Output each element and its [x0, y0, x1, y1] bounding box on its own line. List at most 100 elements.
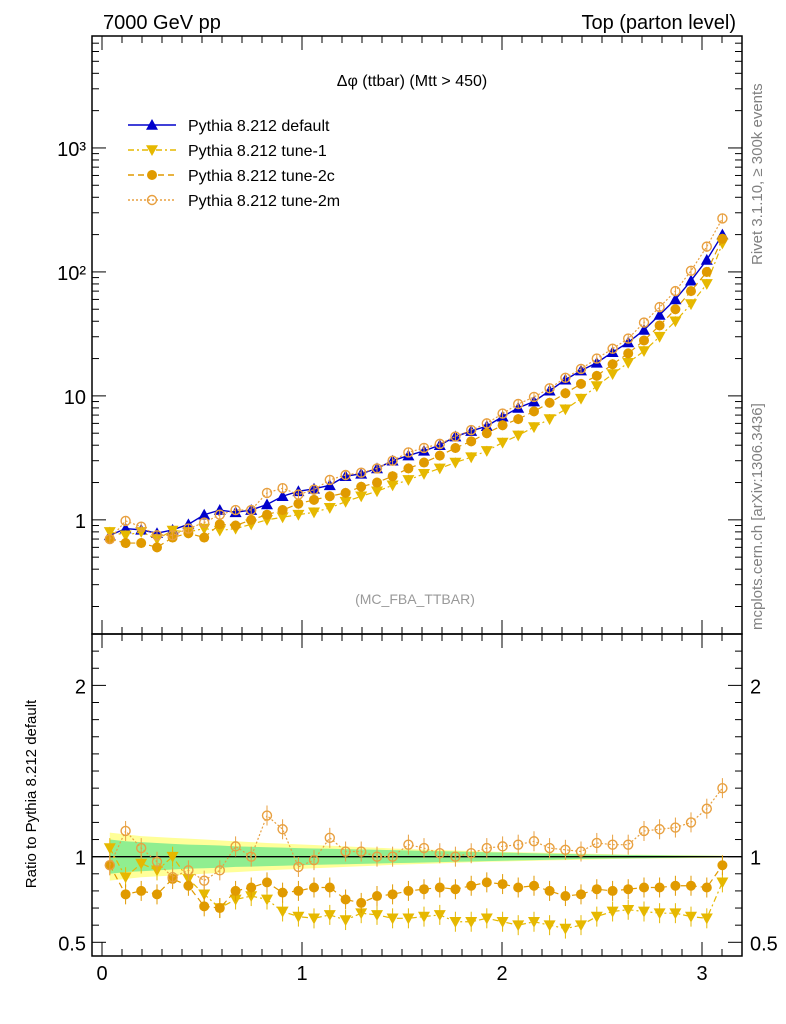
- point-tune2c: [576, 378, 586, 389]
- ratio-point-tune2c: [466, 880, 477, 891]
- ratio-point-tune2c: [387, 889, 398, 900]
- ratio-point-tune1: [198, 889, 211, 901]
- ratio-point-tune2m: [151, 856, 163, 867]
- point-tune2c: [591, 370, 602, 381]
- ratio-point-tune1: [355, 908, 368, 920]
- point-tune2m: [544, 383, 555, 394]
- ratio-point-tune2m: [214, 865, 226, 876]
- ratio-point-tune2c: [591, 884, 602, 895]
- y-tick-label: 1: [75, 511, 86, 533]
- point-default: [198, 508, 211, 520]
- ratio-point-tune2m: [403, 839, 414, 850]
- point-tune1: [339, 496, 352, 508]
- ratio-point-tune2c: [576, 889, 586, 900]
- point-tune2m: [183, 523, 194, 534]
- y-tick-label: 10: [64, 387, 86, 409]
- legend-marker-tune2m: [146, 194, 158, 206]
- panel-frame: [91, 633, 743, 957]
- ratio-point-tune2m: [356, 846, 367, 857]
- x-tick-label: 0: [96, 963, 107, 985]
- point-tune2c: [450, 442, 461, 453]
- series-line-tune2c: [109, 238, 723, 548]
- ratio-point-tune2m: [198, 875, 210, 886]
- point-tune2c: [481, 428, 492, 439]
- legend-marker-tune2c: [147, 170, 157, 180]
- point-tune2c: [686, 286, 696, 297]
- x-tick-label: 1: [296, 963, 307, 985]
- ratio-y-tick-label-left: 1: [75, 848, 86, 870]
- ratio-point-tune2c: [434, 882, 445, 893]
- point-tune2c: [529, 406, 539, 417]
- ratio-point-tune2c: [246, 882, 257, 893]
- ratio-point-tune1: [402, 913, 415, 925]
- point-tune1: [543, 414, 556, 426]
- ratio-y-tick-label-right: 2: [750, 676, 761, 698]
- point-default: [653, 308, 666, 320]
- ratio-point-tune2c: [356, 897, 367, 908]
- legend-entry-tune2m: Pythia 8.212 tune-2m: [188, 193, 340, 210]
- ratio-point-tune2m: [497, 841, 508, 852]
- point-tune2m: [701, 241, 712, 252]
- ratio-series-line-tune1: [109, 847, 723, 930]
- point-tune2m: [120, 515, 131, 527]
- point-tune2m: [670, 285, 681, 297]
- point-tune1: [371, 486, 383, 498]
- point-tune2c: [309, 494, 319, 505]
- ratio-point-tune2m: [340, 846, 351, 857]
- ratio-point-tune2m: [104, 860, 116, 871]
- point-tune1: [700, 279, 713, 290]
- point-tune2m: [104, 533, 116, 545]
- ratio-point-tune2m: [450, 851, 461, 862]
- legend-entry-default: Pythia 8.212 default: [188, 118, 330, 135]
- point-tune2m: [685, 265, 697, 277]
- point-tune1: [669, 316, 682, 328]
- point-default: [700, 253, 713, 265]
- ratio-point-tune1: [685, 911, 697, 923]
- ratio-point-tune2m: [466, 848, 477, 859]
- ratio-point-tune2c: [293, 885, 304, 896]
- x-tick-label: 2: [496, 963, 507, 985]
- point-tune1: [355, 491, 368, 503]
- ratio-point-tune2c: [450, 884, 461, 895]
- point-tune1: [480, 446, 493, 457]
- legend-marker-default: [146, 119, 158, 130]
- ratio-point-tune2m: [638, 825, 650, 837]
- series-line-default: [109, 234, 723, 536]
- ratio-point-tune2m: [371, 851, 383, 862]
- point-tune2c: [277, 505, 288, 516]
- point-tune1: [638, 346, 650, 358]
- main-title: Δφ (ttbar) (Mtt > 450): [337, 73, 487, 90]
- main-panel: Δφ (ttbar) (Mtt > 450) (MC_FBA_TTBAR) 1 1…: [57, 35, 743, 635]
- point-tune2c: [356, 481, 367, 492]
- point-tune2c: [136, 538, 147, 549]
- ratio-y-tick-label-left: 0.5: [58, 933, 86, 955]
- ratio-point-tune2c: [513, 882, 524, 893]
- ratio-point-tune2m: [308, 854, 320, 866]
- ratio-point-tune2m: [623, 839, 634, 850]
- ratio-point-tune1: [496, 916, 509, 928]
- point-tune2m: [513, 398, 524, 410]
- point-tune2m: [135, 521, 147, 532]
- point-tune2c: [434, 450, 445, 461]
- point-tune1: [528, 422, 540, 434]
- ratio-point-tune1: [559, 923, 572, 935]
- ratio-point-tune2m: [245, 851, 257, 862]
- point-tune1: [590, 381, 603, 393]
- ratio-point-tune1: [292, 911, 305, 923]
- point-tune2m: [371, 463, 383, 474]
- ratio-point-tune2c: [670, 880, 681, 891]
- point-tune2c: [246, 514, 257, 525]
- ratio-point-tune2c: [230, 885, 241, 896]
- point-tune2m: [560, 372, 571, 383]
- ratio-point-tune1: [386, 913, 399, 925]
- header-right: Top (parton level): [581, 12, 736, 34]
- point-tune1: [653, 331, 666, 343]
- ratio-point-tune2c: [481, 877, 492, 888]
- point-tune1: [449, 457, 462, 469]
- ratio-ylabel: Ratio to Pythia 8.212 default: [23, 699, 40, 888]
- ratio-y-tick-label-right: 1: [750, 848, 761, 870]
- ratio-point-tune2c: [560, 891, 571, 902]
- ratio-point-tune1: [638, 906, 650, 918]
- ratio-point-tune2m: [167, 872, 178, 883]
